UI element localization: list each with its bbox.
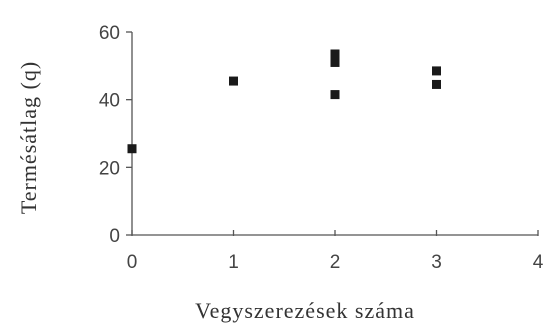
y-tick-label: 0 xyxy=(109,226,120,247)
y-ticks: 0 20 40 60 xyxy=(99,23,132,247)
x-ticks: 0 1 2 3 4 xyxy=(127,230,544,273)
x-tick-label: 4 xyxy=(533,252,544,273)
data-point xyxy=(330,90,340,100)
data-point xyxy=(330,57,340,67)
data-point xyxy=(432,66,441,76)
y-tick-label: 20 xyxy=(99,158,120,179)
y-axis-title: Termésátlag (q) xyxy=(16,61,41,214)
data-point xyxy=(229,76,238,86)
data-point xyxy=(432,79,441,89)
x-tick-label: 3 xyxy=(431,252,442,273)
x-tick-label: 1 xyxy=(228,252,239,273)
x-tick-label: 2 xyxy=(330,252,341,273)
data-points xyxy=(127,49,441,154)
data-point xyxy=(127,144,137,154)
x-axis-title: Vegyszerezések száma xyxy=(195,298,415,323)
data-point xyxy=(330,49,340,59)
y-tick-label: 40 xyxy=(99,91,120,112)
x-tick-label: 0 xyxy=(127,252,138,273)
y-tick-label: 60 xyxy=(99,23,120,44)
